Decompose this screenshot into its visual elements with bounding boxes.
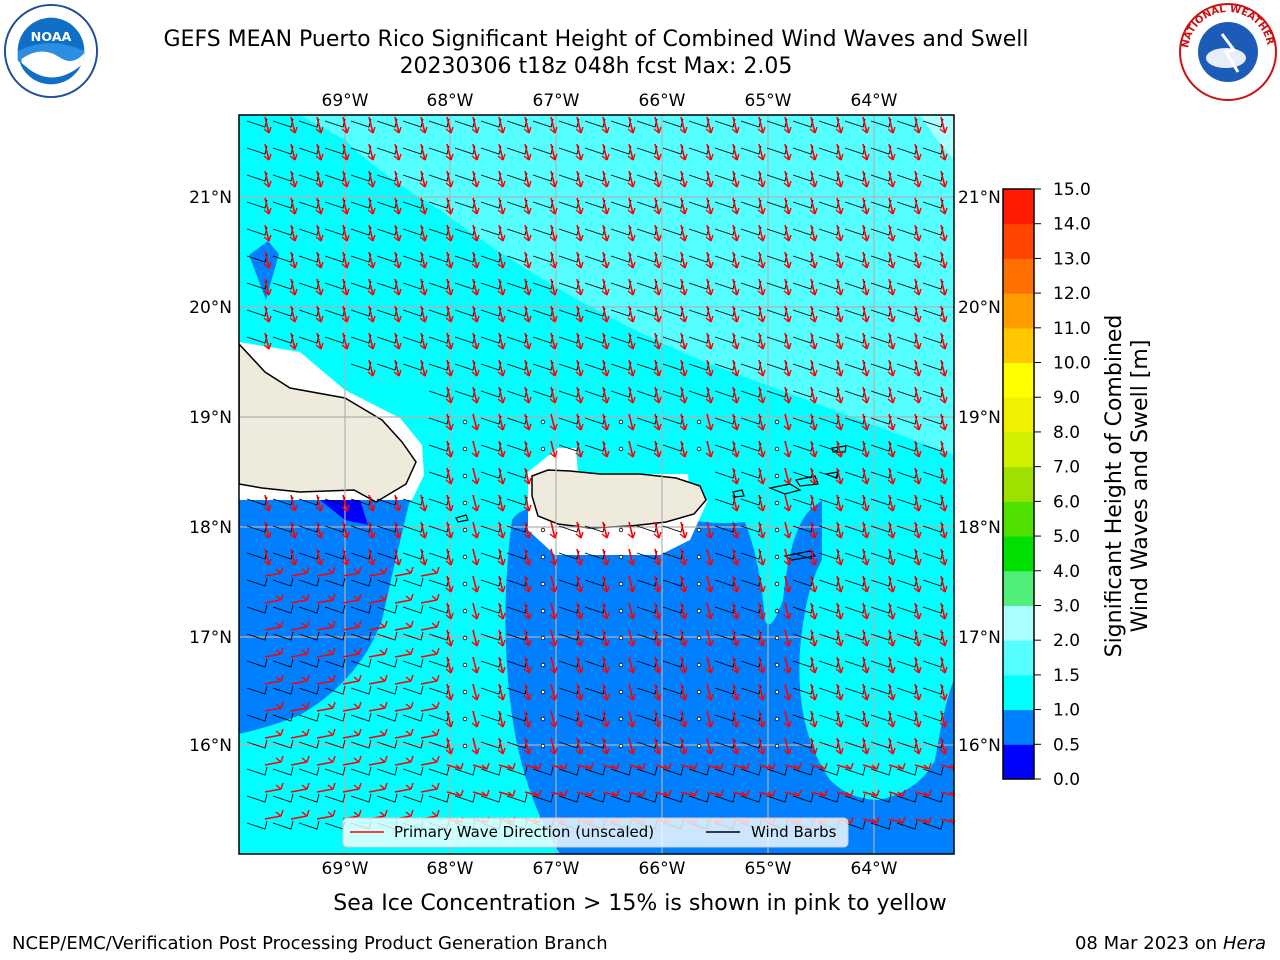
lon-tick-bottom: 69°W (322, 859, 369, 879)
plot-frame (238, 114, 955, 855)
mona-island (455, 514, 469, 523)
colorbar-swatch (1003, 570, 1034, 606)
lat-tick-left: 17°N (189, 628, 232, 648)
contour-0p5-1m-northwest (249, 241, 279, 300)
colorbar-tick: 11.0 (1053, 319, 1091, 339)
colorbar-swatch (1003, 362, 1034, 398)
colorbar-tick: 4.0 (1053, 562, 1080, 582)
legend-barb-label: Wind Barbs (751, 823, 837, 841)
wave-direction-arrows-layer (263, 116, 954, 824)
legend-wave-label: Primary Wave Direction (unscaled) (394, 823, 654, 841)
colorbar-tick: 5.0 (1053, 527, 1080, 547)
colorbar-swatch (1003, 674, 1034, 711)
lat-tick-left: 18°N (189, 518, 232, 538)
noaa-logo: NOAA (3, 3, 99, 99)
lon-tick-top: 65°W (745, 91, 792, 111)
colorbar-swatch (1003, 466, 1034, 502)
colorbar-tick: 8.0 (1053, 423, 1080, 443)
colorbar-swatch (1003, 397, 1034, 433)
lat-tick-right: 18°N (958, 518, 1001, 538)
lon-tick-top: 64°W (851, 91, 898, 111)
lon-tick-top: 68°W (427, 91, 474, 111)
colorbar-swatch (1003, 189, 1034, 225)
lat-tick-right: 19°N (958, 408, 1001, 428)
colorbar-tick: 10.0 (1053, 354, 1091, 374)
credit-text: NCEP/EMC/Verification Post Processing Pr… (12, 933, 608, 954)
colorbar-tick: 0.5 (1053, 735, 1080, 755)
legend-box: Primary Wave Direction (unscaled) Wind B… (342, 817, 849, 848)
colorbar-tick: 9.0 (1053, 388, 1080, 408)
colorbar-tick: 7.0 (1053, 458, 1080, 478)
date-stamp: 08 Mar 2023 on Hera (1075, 933, 1266, 954)
colorbar-tick: 1.5 (1053, 666, 1080, 686)
colorbar-swatch (1003, 327, 1034, 364)
noaa-logo-text: NOAA (31, 30, 72, 45)
colorbar-swatch (1003, 501, 1034, 537)
date-text: 08 Mar 2023 on (1074, 933, 1218, 954)
colorbar-swatch (1003, 605, 1034, 641)
chart-subtitle: 20230306 t18z 048h fcst Max: 2.05 (399, 54, 793, 79)
axis-ticks: 69°W 69°W 68°W 68°W 67°W 67°W 66°W 66°W 65°W 65°W… (189, 91, 1001, 879)
virgin-islands (732, 445, 847, 561)
colorbar-swatch (1003, 640, 1034, 676)
colorbar-tick: 15.0 (1053, 180, 1091, 200)
lat-tick-right: 16°N (958, 736, 1001, 756)
colorbar-label-line2: Wind Waves and Swell [m] (1128, 339, 1153, 633)
colorbar-swatch (1003, 431, 1034, 468)
lon-tick-bottom: 64°W (851, 859, 898, 879)
lon-tick-top: 67°W (533, 91, 580, 111)
colorbar-tick: 3.0 (1053, 596, 1080, 616)
machine-name: Hera (1222, 933, 1266, 954)
colorbar-tick: 12.0 (1053, 284, 1091, 304)
colorbar-swatch (1003, 293, 1034, 329)
hispaniola-land (239, 342, 417, 503)
lat-tick-left: 20°N (189, 298, 232, 318)
colorbar-tick: 2.0 (1053, 631, 1080, 651)
contour-2-3m (920, 115, 954, 160)
lon-tick-bottom: 67°W (533, 859, 580, 879)
colorbar-tick: 13.0 (1053, 249, 1091, 269)
colorbar-swatch (1003, 744, 1034, 780)
lon-tick-bottom: 65°W (745, 859, 792, 879)
colorbar-tick: 14.0 (1053, 215, 1091, 235)
colorbar-frame (1002, 188, 1035, 780)
lon-tick-top: 69°W (322, 91, 369, 111)
colorbar-label-line1: Significant Height of Combined (1102, 314, 1127, 658)
lat-tick-right: 20°N (958, 298, 1001, 318)
sea-ice-note: Sea Ice Concentration > 15% is shown in … (333, 891, 947, 916)
lat-tick-right: 17°N (958, 628, 1001, 648)
nws-logo: NATIONAL WEATHER SERVICE (1178, 2, 1277, 101)
colorbar-swatch (1003, 709, 1034, 745)
colorbar-swatch (1003, 223, 1034, 259)
colorbar-tick: 1.0 (1053, 701, 1080, 721)
colorbar-swatch (1003, 258, 1034, 294)
contour-1p5-2m (239, 115, 954, 455)
colorbar-swatch (1003, 536, 1034, 572)
lat-tick-right: 21°N (958, 188, 1001, 208)
lat-tick-left: 19°N (189, 408, 232, 428)
lat-tick-left: 16°N (189, 736, 232, 756)
lon-tick-bottom: 66°W (639, 859, 686, 879)
colorbar: 0.0 0.5 1.0 1.5 2.0 3.0 4.0 5.0 6.0 7.0 8.0 9.0 10.0… (1002, 180, 1091, 790)
chart-title: GEFS MEAN Puerto Rico Significant Height… (163, 27, 1029, 52)
lon-tick-top: 66°W (639, 91, 686, 111)
contour-0-0p5m (320, 500, 368, 525)
lon-tick-bottom: 68°W (427, 859, 474, 879)
lat-tick-left: 21°N (189, 188, 232, 208)
colorbar-tick: 0.0 (1053, 770, 1080, 790)
colorbar-tick: 6.0 (1053, 492, 1080, 512)
